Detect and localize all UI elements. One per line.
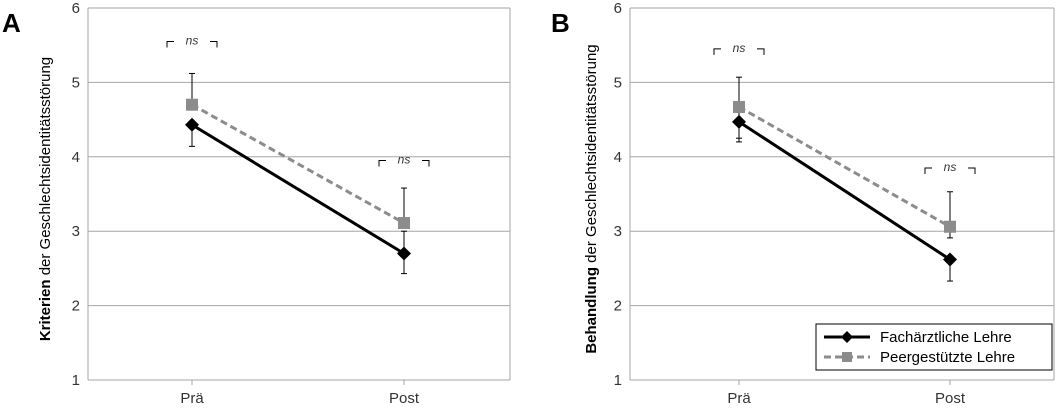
legend-marker-diamond	[841, 331, 853, 343]
y-tick-label: 6	[614, 0, 622, 17]
data-point-diamond	[732, 114, 746, 129]
series-line	[191, 103, 405, 225]
ns-annotation: ns	[924, 160, 976, 174]
bracket-left	[924, 167, 932, 174]
data-point-diamond	[397, 246, 411, 261]
ns-label: ns	[398, 153, 411, 167]
y-tick-label: 3	[614, 223, 622, 240]
data-point-square	[733, 100, 745, 113]
ns-label: ns	[186, 33, 199, 47]
y-axis-label-rest: der Geschlechtsidentitätsstörung	[37, 57, 54, 280]
legend-label: Fachärztliche Lehre	[880, 329, 1012, 346]
bracket-left	[378, 160, 386, 167]
series-fachaerztlich	[185, 117, 411, 275]
ns-label: ns	[944, 160, 957, 174]
y-axis-label: Kriterien der Geschlechtsidentitätsstöru…	[37, 57, 54, 341]
y-tick-label: 4	[72, 149, 80, 166]
series-line	[738, 120, 951, 261]
y-axis-label-bold: Kriterien	[37, 279, 54, 341]
y-tick-label: 2	[72, 298, 80, 315]
legend-label: Peergestützte Lehre	[880, 349, 1015, 366]
ns-label: ns	[733, 41, 746, 55]
x-tick-label: Prä	[180, 390, 204, 407]
series-peer	[186, 72, 410, 230]
bracket-right	[968, 167, 976, 174]
legend: Fachärztliche Lehre Peergestützte Lehre	[815, 323, 1053, 371]
y-tick-label: 5	[614, 74, 622, 91]
legend-item: Fachärztliche Lehre	[824, 329, 1012, 346]
y-tick-label: 6	[72, 0, 80, 17]
x-tick-label: Post	[935, 390, 966, 407]
series-peer	[733, 76, 956, 239]
bracket-right	[422, 160, 430, 167]
legend-item: Peergestützte Lehre	[824, 349, 1015, 366]
y-axis-label-rest: der Geschlechtsidentitätsstörung	[583, 44, 600, 267]
data-point-square	[944, 220, 956, 233]
data-point-square	[186, 98, 198, 111]
series-fachaerztlich	[732, 114, 957, 282]
y-tick-label: 1	[614, 372, 622, 389]
series-line	[191, 123, 405, 255]
bracket-right	[210, 40, 218, 48]
data-point-diamond	[943, 252, 957, 267]
y-tick-label: 2	[614, 298, 622, 315]
y-tick-label: 5	[72, 74, 80, 91]
ns-annotation: ns	[166, 33, 218, 48]
y-tick-label: 1	[72, 372, 80, 389]
y-tick-label: 3	[72, 223, 80, 240]
ns-annotation: ns	[378, 153, 430, 167]
legend-marker-square	[842, 352, 852, 362]
bracket-left	[713, 48, 721, 55]
bracket-right	[757, 48, 765, 55]
chart-panel-a: 1 2 3 4 5 6 Prä Post A Kriterien der Geschlechtsi…	[2, 0, 511, 407]
x-tick-label: Prä	[727, 390, 751, 407]
y-tick-label: 4	[614, 149, 622, 166]
data-point-square	[398, 217, 410, 230]
panel-letter: A	[2, 8, 21, 38]
ns-annotation: ns	[713, 41, 765, 55]
x-tick-label: Post	[389, 390, 420, 407]
y-axis-label: Behandlung der Geschlechtsidentitätsstör…	[583, 44, 600, 353]
data-point-diamond	[185, 117, 199, 132]
panel-letter: B	[551, 8, 570, 38]
legend-box	[815, 323, 1053, 371]
chart-panel-b: 1 2 3 4 5 6 Prä Post B Behandlung der Geschlechts…	[551, 0, 1055, 407]
bracket-left	[166, 40, 174, 48]
series-line	[738, 105, 951, 229]
y-axis-label-bold: Behandlung	[583, 267, 600, 354]
